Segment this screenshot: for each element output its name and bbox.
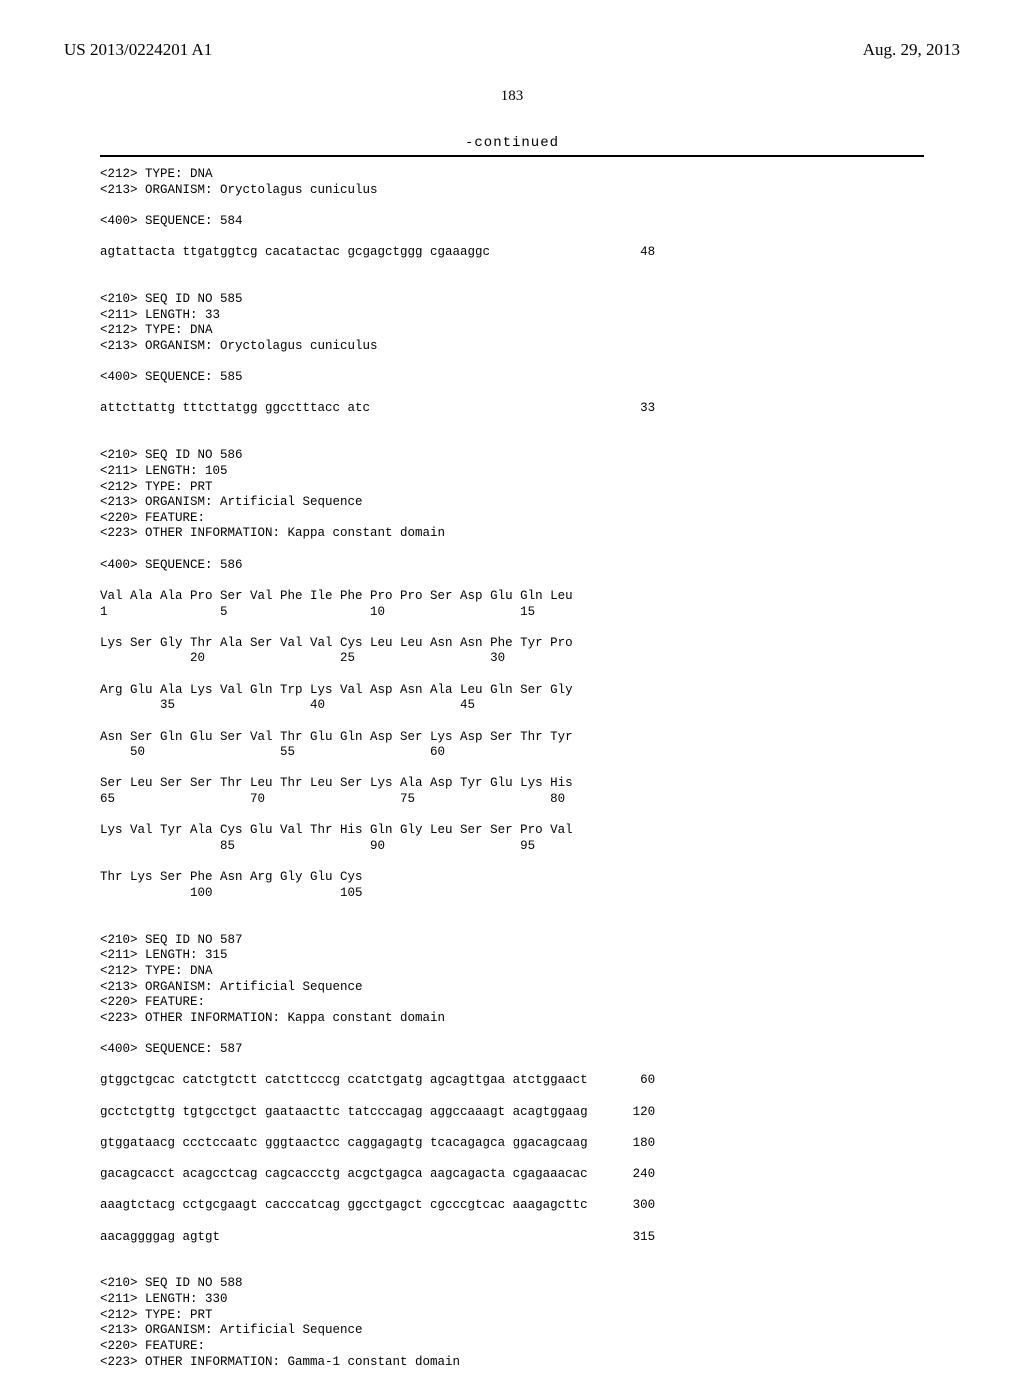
page: US 2013/0224201 A1 Aug. 29, 2013 183 -co… (0, 0, 1024, 1320)
sequence-listing: <212> TYPE: DNA <213> ORGANISM: Oryctola… (100, 167, 924, 1386)
page-number: 183 (60, 88, 964, 105)
page-header: US 2013/0224201 A1 Aug. 29, 2013 (60, 40, 964, 60)
publication-date: Aug. 29, 2013 (863, 40, 960, 60)
continued-label: -continued (60, 135, 964, 151)
publication-number: US 2013/0224201 A1 (64, 40, 212, 60)
horizontal-rule (100, 155, 924, 157)
